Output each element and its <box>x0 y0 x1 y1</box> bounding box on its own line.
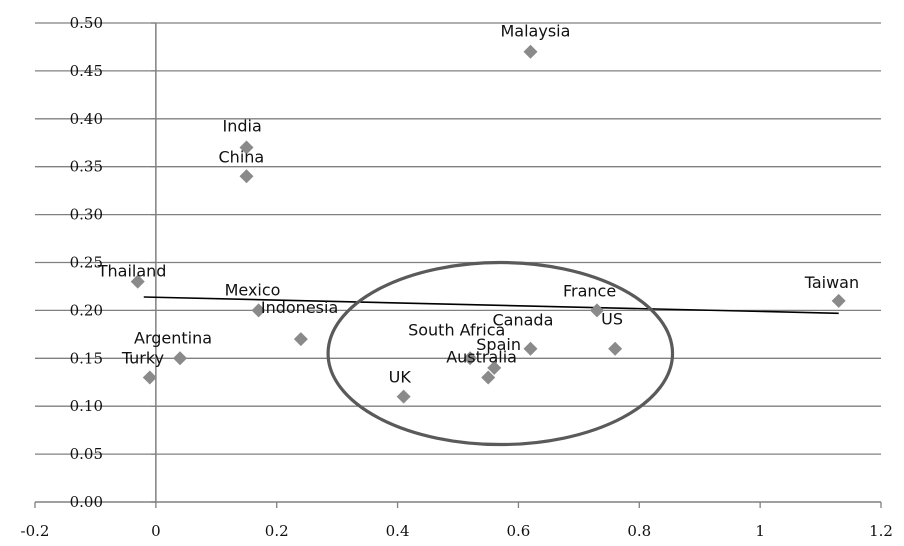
y-axis-tick-labels: 0.00 0.05 0.10 0.15 0.20 0.25 0.30 0.35 0.40 0.45… <box>70 14 103 511</box>
y-tick-label: 0.15 <box>70 349 103 367</box>
y-tick-label: 0.00 <box>70 493 103 511</box>
data-point <box>608 341 623 356</box>
point-label: Australia <box>446 347 517 366</box>
y-tick-label: 0.10 <box>70 397 103 415</box>
trendline <box>143 296 839 315</box>
point-label: Spain <box>476 335 521 354</box>
point-label: Mexico <box>225 280 281 299</box>
data-point <box>523 44 538 59</box>
y-tick-label: 0.05 <box>70 445 103 463</box>
data-points <box>130 44 846 404</box>
point-label: Canada <box>493 311 554 330</box>
data-point <box>396 389 411 404</box>
y-tick-label: 0.50 <box>70 14 103 32</box>
data-point <box>481 370 496 385</box>
point-label: Turky <box>121 348 164 367</box>
point-label: Thailand <box>97 262 167 281</box>
point-label: India <box>223 117 262 136</box>
data-point <box>831 293 846 308</box>
point-label: US <box>601 310 623 329</box>
point-label: Indonesia <box>261 298 338 317</box>
y-tick-label: 0.30 <box>70 206 103 224</box>
data-point <box>463 351 478 366</box>
point-label: Malaysia <box>501 22 571 41</box>
data-point <box>523 341 538 356</box>
data-point <box>130 274 145 289</box>
point-labels: Malaysia India China Thailand MexicoIndonesi… <box>97 22 859 387</box>
data-point <box>239 169 254 184</box>
gridlines <box>35 22 881 455</box>
point-label: South Africa <box>408 320 505 339</box>
data-point <box>589 303 604 318</box>
y-tick-label: 0.40 <box>70 110 103 128</box>
highlight-ellipse <box>326 260 675 447</box>
x-tick-label: 0 <box>151 522 161 540</box>
data-point <box>293 332 308 347</box>
data-point <box>251 303 266 318</box>
data-point <box>487 360 502 375</box>
point-label: UK <box>389 368 412 387</box>
x-tick-label: 1.2 <box>869 522 893 540</box>
data-point <box>173 351 188 366</box>
annotations <box>143 260 839 447</box>
y-tick-label: 0.20 <box>70 301 103 319</box>
y-tick-label: 0.45 <box>70 62 103 80</box>
x-axis-tick-labels: -0.2 0 0.2 0.4 0.6 0.8 1 1.2 <box>21 522 893 540</box>
x-tick-label: 0.8 <box>627 522 651 540</box>
point-label: France <box>563 281 616 300</box>
data-point <box>142 370 157 385</box>
data-point <box>239 140 254 155</box>
point-label: Taiwan <box>804 273 859 292</box>
y-tick-label: 0.35 <box>70 158 103 176</box>
x-tick-label: -0.2 <box>21 522 50 540</box>
x-tick-label: 0.4 <box>386 522 410 540</box>
point-label: Argentina <box>134 328 212 347</box>
y-tick-label: 0.25 <box>70 254 103 272</box>
x-tick-label: 0.6 <box>506 522 530 540</box>
point-label: China <box>219 147 265 166</box>
x-tick-label: 0.2 <box>265 522 289 540</box>
x-tick-label: 1 <box>755 522 765 540</box>
axes <box>34 22 882 508</box>
